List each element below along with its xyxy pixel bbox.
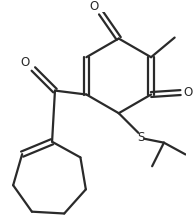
Text: S: S: [138, 131, 145, 144]
Text: O: O: [90, 0, 99, 13]
Text: O: O: [21, 56, 30, 69]
Text: O: O: [184, 86, 193, 99]
